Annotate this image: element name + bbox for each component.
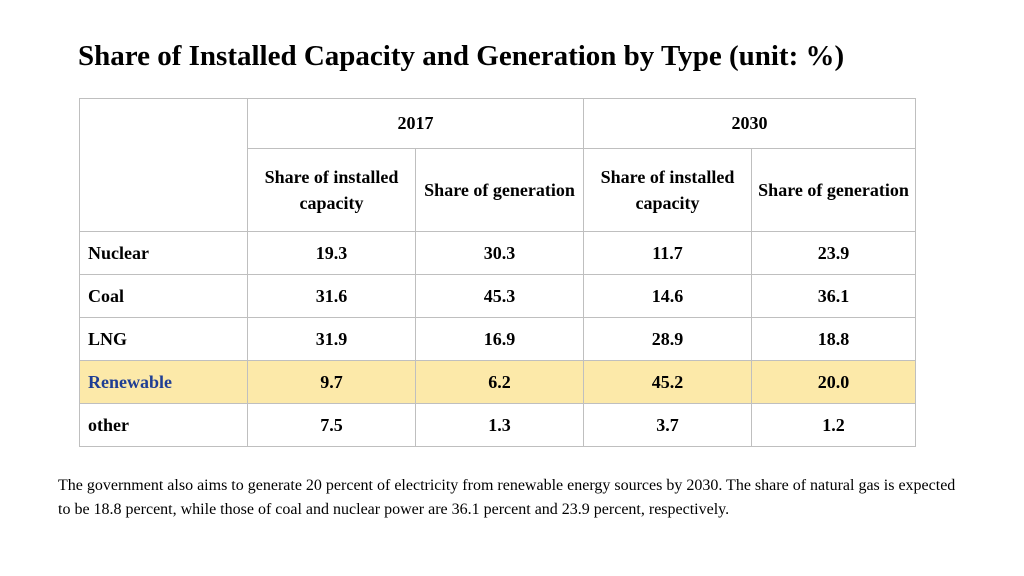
column-header: Share of installed capacity <box>247 148 416 232</box>
table-cell: 31.6 <box>247 274 416 318</box>
table-cell: 36.1 <box>751 274 916 318</box>
table-cell: 7.5 <box>247 403 416 447</box>
row-label: Renewable <box>79 360 248 404</box>
corner-cell <box>79 98 248 232</box>
description-paragraph: The government also aims to generate 20 … <box>58 477 956 518</box>
row-label: other <box>79 403 248 447</box>
column-header: Share of generation <box>751 148 916 232</box>
table-cell: 3.7 <box>583 403 752 447</box>
column-header: Share of installed capacity <box>583 148 752 232</box>
table-cell: 45.3 <box>415 274 584 318</box>
table-cell: 45.2 <box>583 360 752 404</box>
table-cell: 1.3 <box>415 403 584 447</box>
table-cell: 20.0 <box>751 360 916 404</box>
capacity-generation-table: 2017 2030 Share of installed capacity Sh… <box>79 98 916 447</box>
row-label: Nuclear <box>79 231 248 275</box>
year-header-row: 2017 2030 <box>79 98 916 232</box>
column-header: Share of generation <box>415 148 584 232</box>
row-label: LNG <box>79 317 248 361</box>
table-cell: 23.9 <box>751 231 916 275</box>
year-header-2030: 2030 <box>583 98 916 149</box>
table-row-coal: Coal 31.6 45.3 14.6 36.1 <box>79 274 916 318</box>
table-cell: 28.9 <box>583 317 752 361</box>
year-header-2017: 2017 <box>247 98 584 149</box>
table-cell: 18.8 <box>751 317 916 361</box>
page-title: Share of Installed Capacity and Generati… <box>78 40 845 72</box>
table-row-renewable: Renewable 9.7 6.2 45.2 20.0 <box>79 360 916 404</box>
table-cell: 11.7 <box>583 231 752 275</box>
table-row-lng: LNG 31.9 16.9 28.9 18.8 <box>79 317 916 361</box>
table-cell: 14.6 <box>583 274 752 318</box>
table-cell: 9.7 <box>247 360 416 404</box>
table-cell: 1.2 <box>751 403 916 447</box>
table-cell: 19.3 <box>247 231 416 275</box>
subheader-row: Share of installed capacity Share of gen… <box>80 148 916 232</box>
table-cell: 6.2 <box>415 360 584 404</box>
table-cell: 16.9 <box>415 317 584 361</box>
row-label: Coal <box>79 274 248 318</box>
table-row-nuclear: Nuclear 19.3 30.3 11.7 23.9 <box>79 231 916 275</box>
table-row-other: other 7.5 1.3 3.7 1.2 <box>79 403 916 447</box>
table-cell: 30.3 <box>415 231 584 275</box>
table-cell: 31.9 <box>247 317 416 361</box>
